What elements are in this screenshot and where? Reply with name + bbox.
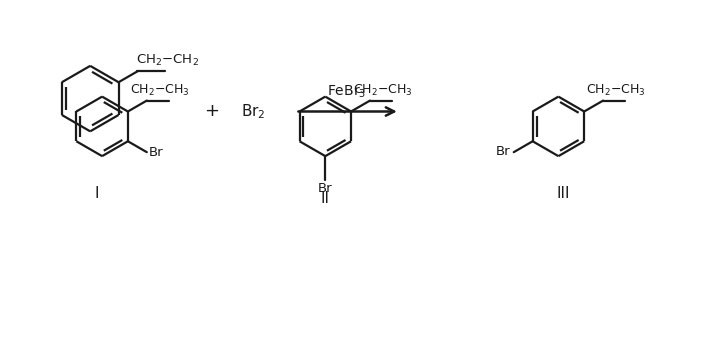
Text: II: II [320,191,330,206]
Text: Br: Br [318,182,333,195]
Text: +: + [204,102,219,120]
Text: $\mathsf{FeBr_3}$: $\mathsf{FeBr_3}$ [328,83,367,100]
Text: Br: Br [149,146,163,159]
Text: $\mathsf{CH_2{-}CH_3}$: $\mathsf{CH_2{-}CH_3}$ [130,82,190,98]
Text: Br: Br [496,145,511,158]
Text: $\mathsf{CH_2{-}CH_3}$: $\mathsf{CH_2{-}CH_3}$ [587,82,646,98]
Text: $\mathsf{Br_2}$: $\mathsf{Br_2}$ [241,102,265,121]
Text: $\mathsf{CH_2{-}CH_2}$: $\mathsf{CH_2{-}CH_2}$ [136,53,199,69]
Text: III: III [557,186,570,201]
Text: I: I [95,186,99,201]
Text: $\mathsf{CH_2{-}CH_3}$: $\mathsf{CH_2{-}CH_3}$ [353,82,413,98]
